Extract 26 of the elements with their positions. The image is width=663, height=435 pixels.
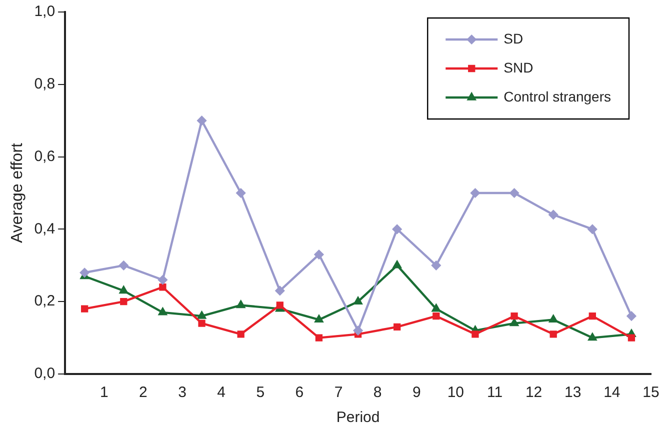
x-tick-label: 5 bbox=[256, 384, 265, 402]
y-tick-label: 0,0 bbox=[34, 365, 56, 382]
legend-label: Control strangers bbox=[504, 88, 612, 104]
x-tick-label: 7 bbox=[334, 384, 343, 402]
x-tick-label: 10 bbox=[447, 384, 464, 402]
x-tick-label: 14 bbox=[604, 384, 620, 402]
legend-label: SD bbox=[504, 30, 524, 46]
x-tick-label: 12 bbox=[525, 384, 542, 402]
x-axis-title: Period bbox=[336, 409, 380, 426]
x-tick-label: 6 bbox=[295, 384, 304, 402]
x-tick-label: 8 bbox=[373, 384, 382, 402]
x-tick-label: 15 bbox=[642, 384, 660, 402]
x-tick-label: 11 bbox=[486, 384, 503, 402]
y-tick-label: 0,8 bbox=[34, 76, 56, 93]
y-tick-label: 1,0 bbox=[34, 3, 56, 20]
y-axis-title: Average effort bbox=[9, 142, 26, 243]
x-tick-label: 13 bbox=[564, 384, 582, 402]
x-tick-label: 1 bbox=[100, 384, 108, 402]
x-tick-label: 2 bbox=[139, 384, 148, 402]
legend-label: SND bbox=[504, 59, 534, 76]
y-tick-label: 0,6 bbox=[34, 148, 56, 165]
x-tick-label: 4 bbox=[217, 384, 226, 402]
x-tick-label: 3 bbox=[178, 384, 186, 402]
y-tick-label: 0,2 bbox=[34, 292, 56, 310]
y-tick-label: 0,4 bbox=[34, 220, 56, 238]
x-tick-label: 9 bbox=[412, 384, 421, 402]
